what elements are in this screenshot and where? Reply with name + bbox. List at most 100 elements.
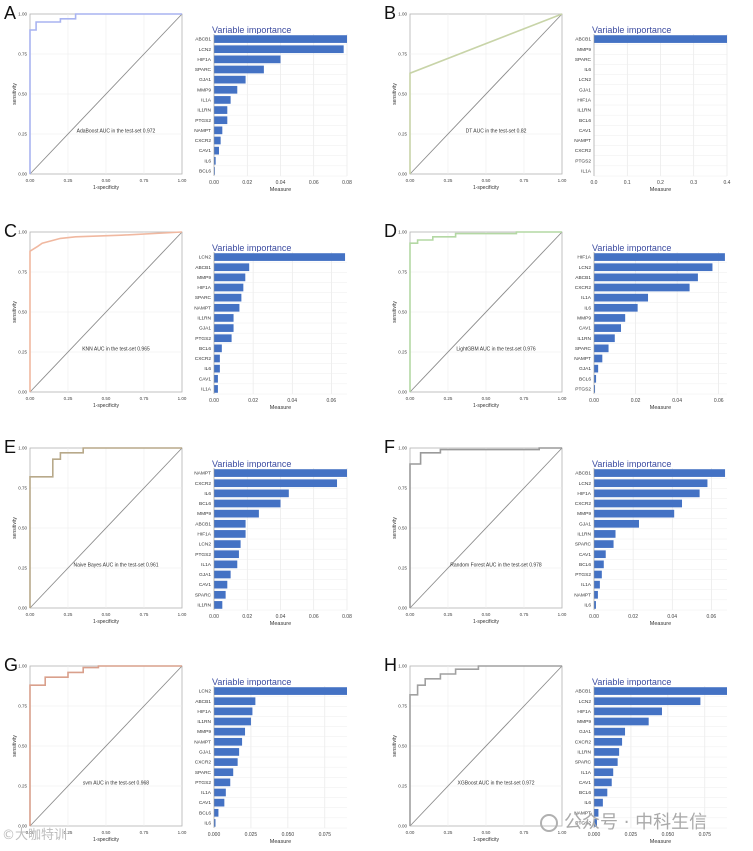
- importance-category-label: NAMPT: [194, 471, 211, 477]
- importance-category-label: MMP9: [577, 316, 591, 322]
- roc-x-tick-label: 1.00: [178, 830, 187, 835]
- roc-x-tick-label: 0.25: [64, 612, 73, 617]
- importance-category-label: PTGS2: [575, 158, 591, 164]
- importance-x-tick-label: 0.06: [706, 614, 716, 620]
- importance-bar-cxcr2: [594, 737, 623, 746]
- roc-x-tick-label: 1.00: [558, 830, 567, 835]
- importance-bar-gja1: [594, 364, 599, 373]
- importance-x-tick-label: 0.050: [282, 832, 295, 838]
- roc-y-tick-label: 0.75: [398, 486, 407, 491]
- importance-category-label: BCL6: [579, 118, 591, 124]
- importance-category-label: ABCB1: [575, 37, 591, 43]
- importance-category-label: BCL6: [199, 169, 211, 175]
- importance-bar-nampt: [594, 354, 603, 363]
- importance-category-label: HIF1A: [577, 709, 591, 715]
- importance-category-label: HIF1A: [197, 532, 211, 538]
- importance-x-tick-label: 0.050: [662, 832, 675, 838]
- importance-bar-nampt: [214, 303, 240, 312]
- importance-category-label: IL6: [584, 603, 591, 609]
- roc-y-tick-label: 0.75: [18, 486, 27, 491]
- importance-bar-mmp9: [214, 273, 246, 282]
- importance-category-label: BCL6: [199, 810, 211, 816]
- importance-category-label: NAMPT: [194, 305, 211, 311]
- importance-title: Variable importance: [592, 243, 671, 253]
- panel-letter: B: [384, 3, 396, 23]
- importance-x-axis-label: Measure: [270, 405, 291, 411]
- importance-bar-mmp9: [214, 85, 238, 94]
- roc-auc-caption: AdaBoost AUC in the test-set 0.972: [77, 128, 156, 134]
- importance-bar-il1rn: [594, 334, 615, 343]
- importance-category-label: ABCB1: [195, 521, 211, 527]
- importance-bar-hif1a: [594, 707, 662, 716]
- importance-category-label: IL1A: [201, 790, 212, 796]
- importance-x-tick-label: 0.02: [628, 614, 638, 620]
- importance-bar-il6: [214, 489, 289, 498]
- importance-category-label: PTGS2: [195, 336, 211, 342]
- importance-category-label: CAV1: [199, 148, 212, 154]
- panel-B: B 0.00 0.25 0.50 0.75 1.00 0.00 0.25 0.50 0.75 1.0…: [384, 3, 731, 193]
- roc-y-axis-label: sensitivity: [392, 735, 398, 757]
- importance-bar-bcl6: [594, 788, 608, 797]
- roc-y-tick-label: 0.50: [398, 310, 407, 315]
- roc-y-tick-label: 1.00: [18, 12, 27, 17]
- importance-category-label: GJA1: [579, 366, 591, 372]
- roc-x-axis-label: 1-specificity: [473, 185, 500, 191]
- importance-category-label: CXCR2: [195, 760, 212, 766]
- importance-bar-cav1: [594, 324, 622, 332]
- importance-category-label: MMP9: [197, 729, 211, 735]
- importance-category-label: CAV1: [199, 582, 212, 588]
- importance-category-label: CAV1: [579, 552, 592, 558]
- roc-x-tick-label: 1.00: [558, 178, 567, 183]
- importance-bar-bcl6: [594, 560, 604, 569]
- roc-x-tick-label: 0.00: [406, 178, 415, 183]
- importance-category-label: MMP9: [197, 87, 211, 93]
- importance-bar-ptgs2: [214, 550, 239, 559]
- importance-category-label: IL6: [584, 67, 591, 73]
- importance-bar-il1a: [594, 768, 614, 777]
- roc-y-tick-label: 0.00: [398, 824, 407, 829]
- roc-y-tick-label: 1.00: [398, 446, 407, 451]
- roc-y-tick-label: 0.75: [398, 270, 407, 275]
- roc-y-tick-label: 0.50: [18, 744, 27, 749]
- roc-x-tick-label: 0.75: [520, 396, 529, 401]
- importance-bar-il6: [594, 303, 638, 312]
- roc-x-tick-label: 0.25: [444, 178, 453, 183]
- importance-x-tick-label: 0.025: [625, 832, 638, 838]
- importance-x-axis-label: Measure: [650, 405, 671, 411]
- importance-bar-gja1: [214, 748, 240, 756]
- roc-curve: [409, 447, 562, 608]
- roc-curve: [409, 231, 562, 392]
- roc-y-tick-label: 0.25: [398, 566, 407, 571]
- importance-bar-ptgs2: [594, 570, 602, 579]
- importance-bar-il1rn: [214, 601, 223, 609]
- importance-x-tick-label: 0.00: [209, 180, 219, 186]
- importance-x-tick-label: 0.00: [209, 614, 219, 620]
- importance-category-label: BCL6: [579, 790, 591, 796]
- importance-category-label: GJA1: [199, 572, 211, 578]
- importance-category-label: IL1RN: [577, 532, 591, 538]
- importance-bar-il6: [594, 798, 603, 807]
- wechat-icon: [540, 814, 558, 832]
- importance-category-label: HIF1A: [577, 98, 591, 104]
- importance-bar-hif1a: [594, 489, 700, 498]
- importance-x-tick-label: 0.02: [242, 180, 252, 186]
- importance-category-label: IL6: [584, 800, 591, 806]
- roc-y-tick-label: 0.00: [18, 172, 27, 177]
- importance-category-label: SPARC: [195, 592, 212, 598]
- importance-category-label: NAMPT: [574, 592, 591, 598]
- importance-bar-nampt: [214, 737, 243, 746]
- importance-category-label: IL1RN: [577, 108, 591, 114]
- roc-auc-caption: DT AUC in the test-set 0.82: [466, 128, 527, 134]
- importance-bar-sparc: [214, 768, 234, 777]
- importance-category-label: PTGS2: [575, 387, 591, 393]
- roc-x-axis-label: 1-specificity: [473, 403, 500, 409]
- roc-x-tick-label: 0.25: [444, 830, 453, 835]
- roc-x-tick-label: 0.75: [520, 178, 529, 183]
- roc-y-tick-label: 1.00: [18, 664, 27, 669]
- importance-x-axis-label: Measure: [270, 187, 291, 193]
- importance-x-tick-label: 0.1: [624, 180, 631, 186]
- roc-y-tick-label: 0.25: [18, 350, 27, 355]
- importance-category-label: NAMPT: [574, 810, 591, 816]
- importance-category-label: GJA1: [579, 521, 591, 527]
- panel-C: C 0.00 0.25 0.50 0.75 1.00 0.00 0.25 0.50 0.75 1.0…: [4, 221, 347, 411]
